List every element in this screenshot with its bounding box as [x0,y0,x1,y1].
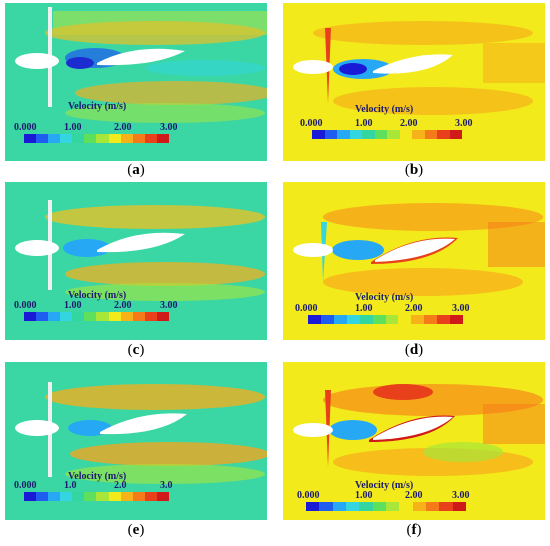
caption-open-paren: ( [406,522,412,538]
caption-c: (c) [5,342,267,359]
caption-a: (a) [5,162,267,179]
colorbar-a [24,134,169,143]
velocity-contour-panel-d [283,182,545,340]
tick-e-2: 2.0 [114,480,127,491]
tick-a-2: 2.00 [114,122,132,133]
tick-e-0: 0.000 [14,480,37,491]
tick-c-3: 3.00 [160,300,178,311]
tick-a-1: 1.00 [64,122,82,133]
caption-letter-f: f [411,522,417,538]
caption-open-paren: ( [404,162,410,178]
caption-letter-b: b [409,162,419,178]
tick-b-3: 3.00 [455,118,473,129]
caption-close-paren: ) [139,342,145,358]
caption-open-paren: ( [404,342,410,358]
legend-title-f: Velocity (m/s) [355,480,414,491]
colorbar-b [312,130,462,139]
velocity-contour-panel-f [283,362,545,520]
caption-open-paren: ( [127,522,133,538]
legend-title-d: Velocity (m/s) [355,292,414,303]
caption-d: (d) [283,342,545,359]
tick-e-3: 3.0 [160,480,173,491]
caption-close-paren: ) [139,522,145,538]
tick-c-1: 1.00 [64,300,82,311]
colorbar-e [24,492,169,501]
tick-c-0: 0.000 [14,300,37,311]
tick-c-2: 2.00 [114,300,132,311]
legend-title-a: Velocity (m/s) [68,101,127,112]
caption-letter-d: d [409,342,419,358]
tick-d-3: 3.00 [452,303,470,314]
legend-title-b: Velocity (m/s) [355,104,414,115]
tick-b-2: 2.00 [400,118,418,129]
tick-f-0: 0.000 [297,490,320,501]
caption-letter-a: a [132,162,140,178]
colorbar-f [306,502,466,511]
tick-d-0: 0.000 [295,303,318,314]
legend-title-e: Velocity (m/s) [68,471,127,482]
caption-f: (f) [283,522,545,539]
colorbar-d [308,315,464,324]
tick-f-1: 1.00 [355,490,373,501]
caption-close-paren: ) [139,162,145,178]
caption-close-paren: ) [418,162,424,178]
tick-b-0: 0.000 [300,118,323,129]
tick-a-0: 0.000 [14,122,37,133]
legend-title-c: Velocity (m/s) [68,290,127,301]
tick-d-1: 1.00 [355,303,373,314]
caption-b: (b) [283,162,545,179]
tick-d-2: 2.00 [405,303,423,314]
tick-b-1: 1.00 [355,118,373,129]
colorbar-c [24,312,169,321]
tick-f-2: 2.00 [405,490,423,501]
tick-e-1: 1.0 [64,480,77,491]
caption-open-paren: ( [127,162,133,178]
tick-f-3: 3.00 [452,490,470,501]
caption-letter-c: c [132,342,140,358]
caption-open-paren: ( [127,342,133,358]
caption-letter-e: e [132,522,140,538]
caption-close-paren: ) [418,342,424,358]
caption-close-paren: ) [416,522,422,538]
caption-e: (e) [5,522,267,539]
tick-a-3: 3.00 [160,122,178,133]
